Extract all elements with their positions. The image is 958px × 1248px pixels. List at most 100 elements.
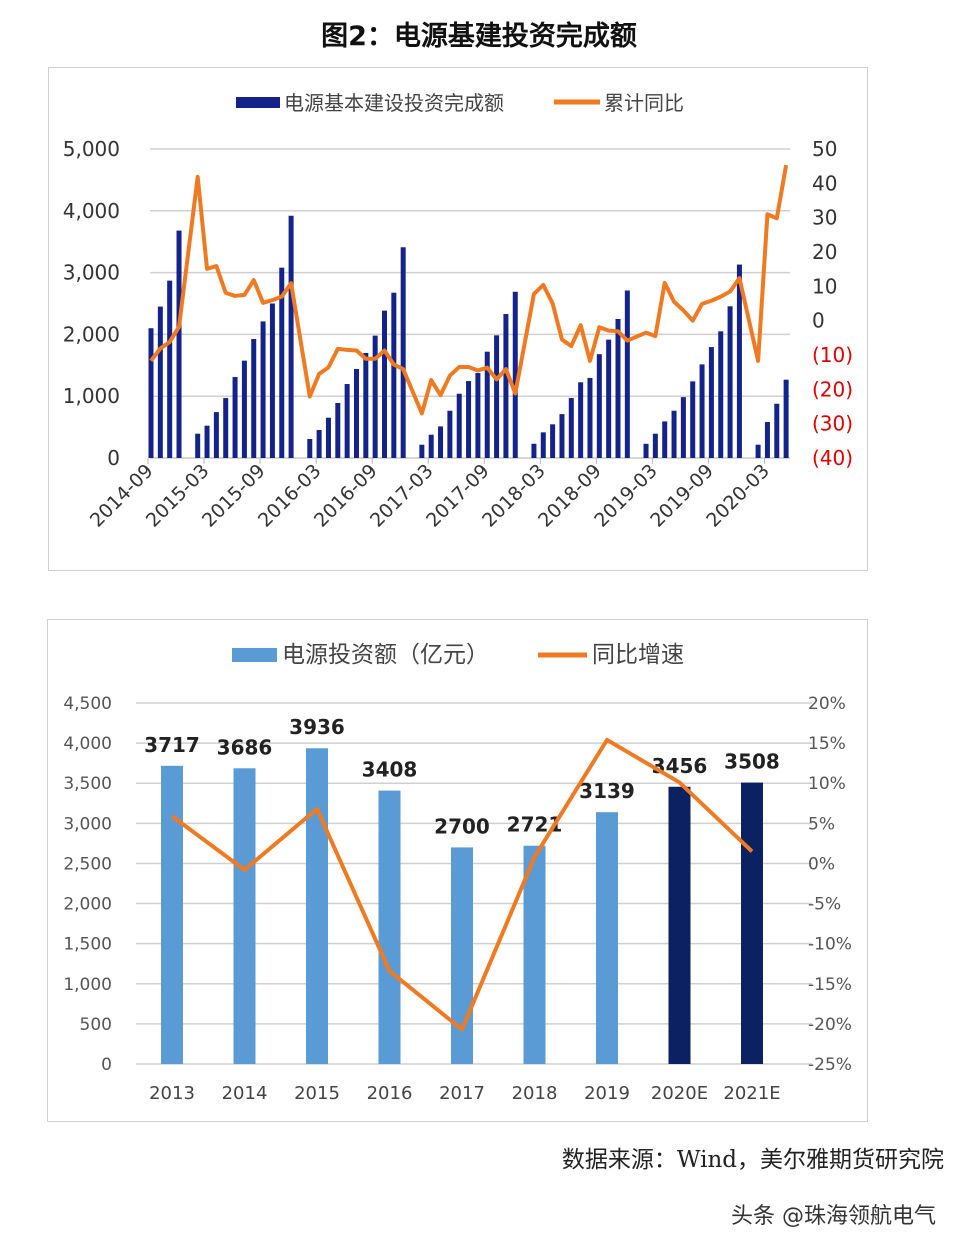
bar xyxy=(353,369,359,458)
bar xyxy=(643,443,649,458)
bar xyxy=(288,215,294,458)
data-label: 3686 xyxy=(217,735,273,759)
y2-tick-label: 30 xyxy=(812,206,837,230)
bar xyxy=(241,360,247,458)
bar xyxy=(204,425,210,458)
y-tick-label: 2,500 xyxy=(63,854,112,874)
bar xyxy=(306,748,328,1064)
legend-label: 电源基本建设投资完成额 xyxy=(284,91,504,115)
bar xyxy=(606,339,612,458)
bar xyxy=(233,768,256,1064)
bar xyxy=(494,335,500,458)
bar xyxy=(783,379,789,458)
bar xyxy=(269,303,275,458)
y-tick-label: 0 xyxy=(101,1055,112,1075)
y-tick-label: 500 xyxy=(80,1015,112,1035)
bar xyxy=(335,402,341,458)
legend-swatch-bar xyxy=(236,97,280,108)
figure-title: 图2：电源基建投资完成额 xyxy=(321,21,637,52)
y2-tick-label: -15% xyxy=(808,975,852,995)
bar xyxy=(503,314,509,458)
bar xyxy=(466,381,472,458)
y2-tick-label: 10% xyxy=(808,774,846,794)
bar xyxy=(363,352,369,458)
y2-tick-label: -25% xyxy=(808,1055,852,1075)
bar xyxy=(512,291,518,458)
data-label: 3936 xyxy=(289,715,345,739)
bar xyxy=(690,381,696,458)
bar xyxy=(195,433,201,458)
bar xyxy=(176,230,182,458)
bar xyxy=(161,765,183,1064)
bar xyxy=(624,290,630,458)
bar xyxy=(531,443,537,458)
watermark: 头条 @珠海领航电气 xyxy=(731,1204,936,1229)
data-label: 2700 xyxy=(434,814,490,838)
x-tick-label: 2020E xyxy=(651,1083,708,1104)
bar xyxy=(325,417,331,458)
bar xyxy=(382,310,387,458)
y2-tick-label: 5% xyxy=(808,814,835,834)
bar xyxy=(400,247,406,458)
bar xyxy=(764,422,770,458)
bar xyxy=(736,264,742,458)
y2-tick-label: 15% xyxy=(808,734,846,754)
bar xyxy=(167,280,173,458)
bar xyxy=(662,421,668,458)
bar xyxy=(559,414,565,458)
bar xyxy=(727,306,733,458)
x-tick-label: 2014 xyxy=(222,1083,268,1104)
y2-tick-label: (20) xyxy=(812,377,853,401)
legend-label: 电源投资额（亿元） xyxy=(282,642,489,668)
y-tick-label: 3,500 xyxy=(63,774,112,794)
x-tick-label: 2015 xyxy=(294,1083,340,1104)
y2-tick-label: (10) xyxy=(812,343,853,367)
bar xyxy=(755,444,761,458)
bar xyxy=(451,847,473,1064)
data-label: 3139 xyxy=(579,779,635,803)
bar xyxy=(223,398,229,458)
bar xyxy=(232,377,238,458)
bar xyxy=(378,790,401,1064)
y2-tick-label: (40) xyxy=(812,446,853,470)
bar xyxy=(652,433,658,458)
bar xyxy=(741,782,763,1064)
y2-tick-label: 40 xyxy=(812,171,837,195)
y-tick-label: 5,000 xyxy=(63,137,120,161)
bar xyxy=(419,444,425,458)
legend-label: 累计同比 xyxy=(604,91,684,115)
data-label: 3456 xyxy=(652,754,708,778)
y2-tick-label: 0% xyxy=(808,854,835,874)
x-tick-label: 2018 xyxy=(512,1083,558,1104)
bar xyxy=(718,331,724,458)
bar xyxy=(578,382,584,458)
y-tick-label: 3,000 xyxy=(63,261,120,285)
data-label: 3408 xyxy=(362,758,418,782)
legend-swatch-bar xyxy=(232,648,277,662)
bar xyxy=(148,328,154,458)
bar xyxy=(428,434,434,458)
bar xyxy=(484,351,490,458)
data-label: 3508 xyxy=(724,750,780,774)
y-tick-label: 3,000 xyxy=(63,814,112,834)
y2-tick-label: 20 xyxy=(812,240,837,264)
x-tick-label: 2021E xyxy=(723,1083,780,1104)
bar xyxy=(391,292,397,458)
bar xyxy=(615,318,621,458)
bar xyxy=(668,786,691,1064)
bar xyxy=(699,364,705,458)
y-tick-label: 4,000 xyxy=(63,199,120,223)
x-tick-label: 2019 xyxy=(584,1083,630,1104)
bar xyxy=(774,403,780,458)
x-tick-label: 2016 xyxy=(367,1083,413,1104)
bar xyxy=(447,410,453,458)
bar xyxy=(671,410,677,458)
bar xyxy=(260,321,266,458)
bar xyxy=(540,432,546,458)
y-tick-label: 2,000 xyxy=(63,895,112,915)
source-note: 数据来源：Wind，美尔雅期货研究院 xyxy=(561,1147,944,1173)
bar xyxy=(157,306,163,458)
data-label: 3717 xyxy=(144,733,200,757)
bar xyxy=(680,397,686,458)
